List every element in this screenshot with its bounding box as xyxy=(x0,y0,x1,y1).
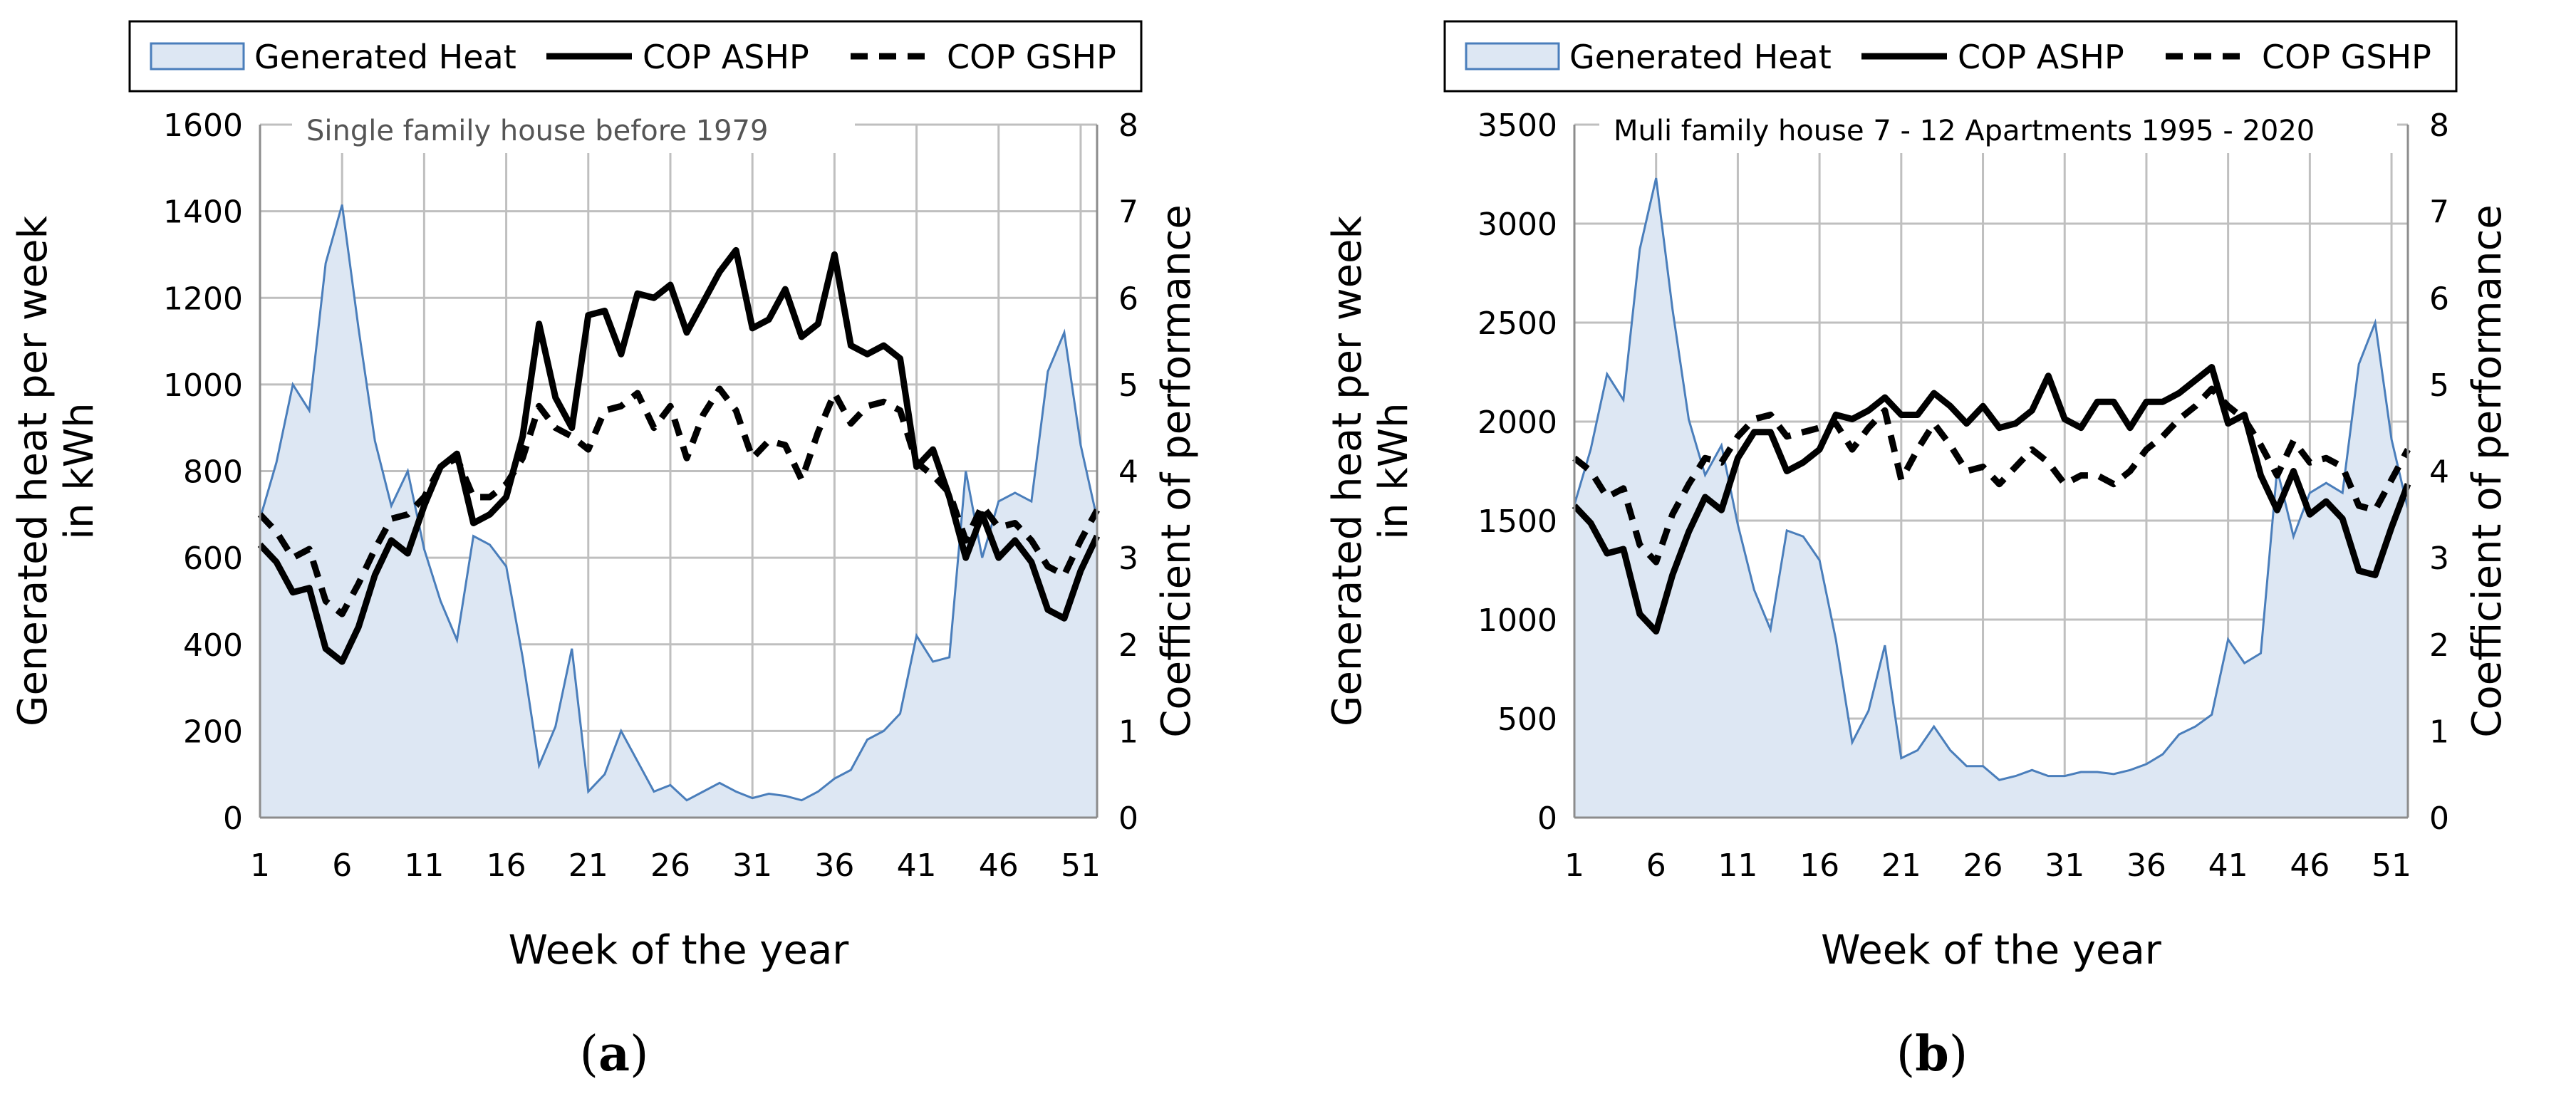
chart-title-background xyxy=(292,103,855,153)
y2-tick-label: 4 xyxy=(2429,454,2449,491)
x-tick-label: 11 xyxy=(1718,847,1757,884)
y-tick-label: 2500 xyxy=(1477,306,1557,342)
x-tick-label: 31 xyxy=(2045,847,2084,884)
legend-label-cop-gshp: COP GSHP xyxy=(2262,38,2431,76)
legend: Generated Heat COP ASHP COP GSHP xyxy=(128,20,1143,93)
x-tick-label: 46 xyxy=(2290,847,2330,884)
y-tick-label: 0 xyxy=(1537,800,1557,837)
y-tick-label: 1400 xyxy=(163,194,243,231)
chart-title: Single family house before 1979 xyxy=(306,115,768,147)
chart-title: Muli family house 7 - 12 Apartments 1995… xyxy=(1614,115,2315,147)
y-tick-label: 500 xyxy=(1497,701,1557,738)
x-tick-label: 21 xyxy=(568,847,608,884)
y2-tick-label: 0 xyxy=(2429,800,2449,837)
y2-tick-label: 0 xyxy=(1118,800,1138,837)
x-axis-title: Week of the year xyxy=(1821,927,2162,974)
series-line-generated-heat xyxy=(259,204,1099,802)
legend-label-cop-ashp: COP ASHP xyxy=(1958,38,2124,76)
chart-title-background xyxy=(1599,103,2397,153)
x-tick-label: 21 xyxy=(1881,847,1921,884)
y2-tick-label: 7 xyxy=(1118,194,1138,231)
subfigure-label-b: (b) xyxy=(1896,1026,1968,1083)
chart-panel-a: 1 6 11 16 21 26 31 36 41 46 5102004006008001000120… xyxy=(10,20,1200,974)
y-tick-label: 1500 xyxy=(1477,504,1557,540)
chart-panel-b: 1 6 11 16 21 26 31 36 41 46 5105001000150020002500… xyxy=(1324,20,2510,974)
y2-tick-label: 1 xyxy=(2429,714,2449,750)
legend-box xyxy=(1443,20,2458,93)
y2-tick-label: 6 xyxy=(1118,281,1138,317)
x-tick-label: 1 xyxy=(1564,847,1584,884)
x-tick-label: 51 xyxy=(1061,847,1101,884)
x-tick-label: 41 xyxy=(897,847,937,884)
y-tick-label: 0 xyxy=(223,800,243,837)
y-tick-label: 200 xyxy=(183,714,243,750)
x-tick-label: 36 xyxy=(814,847,854,884)
y2-tick-label: 6 xyxy=(2429,281,2449,317)
y-axis-title-line-2: in kWh xyxy=(56,402,103,539)
legend-label-generated-heat: Generated Heat xyxy=(1569,38,1832,76)
x-tick-label: 1 xyxy=(250,847,270,884)
legend-swatch-generated-heat xyxy=(150,42,245,71)
y-tick-label: 1600 xyxy=(163,108,243,144)
y-tick-label: 1000 xyxy=(163,367,243,404)
y-tick-label: 400 xyxy=(183,627,243,664)
y2-tick-label: 5 xyxy=(1118,367,1138,404)
x-tick-label: 26 xyxy=(1963,847,2003,884)
y2-tick-label: 4 xyxy=(1118,454,1138,491)
legend-box xyxy=(128,20,1143,93)
y2-tick-label: 7 xyxy=(2429,194,2449,231)
legend: Generated Heat COP ASHP COP GSHP xyxy=(1443,20,2458,93)
series-area-generated-heat xyxy=(260,204,1097,818)
legend-swatch-generated-heat xyxy=(1465,42,1560,71)
y2-tick-label: 2 xyxy=(2429,627,2449,664)
y-tick-label: 3000 xyxy=(1477,207,1557,243)
y-tick-label: 2000 xyxy=(1477,405,1557,441)
y-tick-label: 3500 xyxy=(1477,108,1557,144)
x-tick-label: 41 xyxy=(2208,847,2248,884)
legend-label-cop-gshp: COP GSHP xyxy=(947,38,1116,76)
y-axis-title-line-2: in kWh xyxy=(1371,402,1417,539)
y2-tick-label: 5 xyxy=(2429,367,2449,404)
x-tick-label: 51 xyxy=(2372,847,2411,884)
x-tick-label: 26 xyxy=(650,847,690,884)
series-line-cop-ashp xyxy=(257,246,1101,665)
series-line-cop-ashp xyxy=(1572,364,2411,635)
y-tick-label: 600 xyxy=(183,541,243,577)
x-tick-label: 6 xyxy=(332,847,352,884)
x-axis-title: Week of the year xyxy=(509,927,850,974)
x-tick-label: 31 xyxy=(732,847,772,884)
series-line-generated-heat xyxy=(1573,177,2409,781)
y2-tick-label: 1 xyxy=(1118,714,1138,750)
y2-tick-label: 8 xyxy=(2429,108,2449,144)
y-tick-label: 1000 xyxy=(1477,603,1557,639)
y2-tick-label: 3 xyxy=(2429,541,2449,577)
series-line-cop-gshp xyxy=(257,385,1100,617)
legend-label-cop-ashp: COP ASHP xyxy=(643,38,809,76)
x-tick-label: 11 xyxy=(404,847,444,884)
legend-label-generated-heat: Generated Heat xyxy=(254,38,516,76)
y-tick-label: 800 xyxy=(183,454,243,491)
y-axis-title-line-1: Generated heat per week xyxy=(10,215,56,726)
y2-tick-label: 3 xyxy=(1118,541,1138,577)
subfigure-label-a: (a) xyxy=(579,1026,649,1083)
y-tick-label: 1200 xyxy=(163,281,243,317)
y2-axis-title: Coefficient of performance xyxy=(1153,204,1200,737)
x-tick-label: 46 xyxy=(979,847,1019,884)
y-axis-title-line-1: Generated heat per week xyxy=(1324,215,1371,726)
x-tick-label: 6 xyxy=(1646,847,1666,884)
x-tick-label: 16 xyxy=(1799,847,1839,884)
y2-axis-title: Coefficient of performance xyxy=(2464,204,2510,737)
y2-tick-label: 8 xyxy=(1118,108,1138,144)
series-area-generated-heat xyxy=(1574,178,2408,818)
x-tick-label: 16 xyxy=(487,847,526,884)
y2-tick-label: 2 xyxy=(1118,627,1138,664)
x-tick-label: 36 xyxy=(2126,847,2166,884)
